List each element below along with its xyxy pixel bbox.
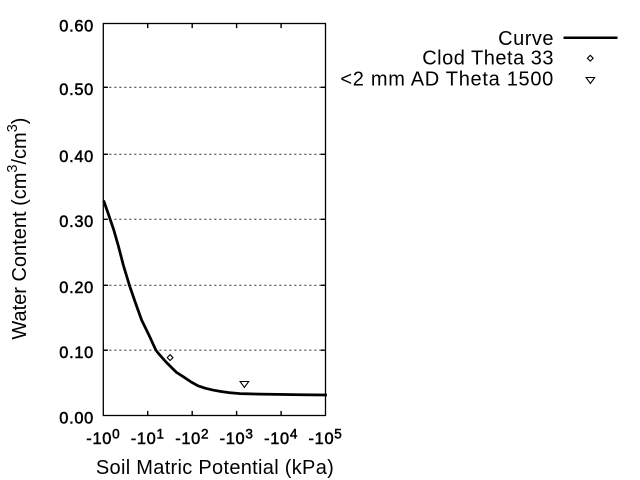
svg-text:-105: -105	[308, 426, 342, 448]
svg-text:-104: -104	[264, 426, 298, 448]
svg-text:-101: -101	[131, 426, 165, 448]
svg-text:0.50: 0.50	[59, 81, 94, 99]
svg-text:-102: -102	[175, 426, 209, 448]
svg-text:Water Content (cm3/cm3): Water Content (cm3/cm3)	[5, 118, 31, 340]
svg-text:Soil Matric Potential (kPa): Soil Matric Potential (kPa)	[96, 457, 334, 479]
svg-text:Clod Theta 33: Clod Theta 33	[422, 47, 554, 69]
svg-text:0.30: 0.30	[59, 213, 94, 231]
svg-text:-100: -100	[86, 426, 120, 448]
svg-text:0.20: 0.20	[59, 279, 94, 297]
svg-text:0.00: 0.00	[59, 409, 94, 427]
svg-text:-103: -103	[220, 426, 254, 448]
svg-text:0.10: 0.10	[59, 344, 94, 362]
svg-text:0.40: 0.40	[59, 148, 94, 166]
svg-text:<2 mm AD Theta 1500: <2 mm AD Theta 1500	[340, 69, 554, 91]
svg-text:Curve: Curve	[498, 28, 554, 50]
svg-text:0.60: 0.60	[59, 17, 94, 35]
